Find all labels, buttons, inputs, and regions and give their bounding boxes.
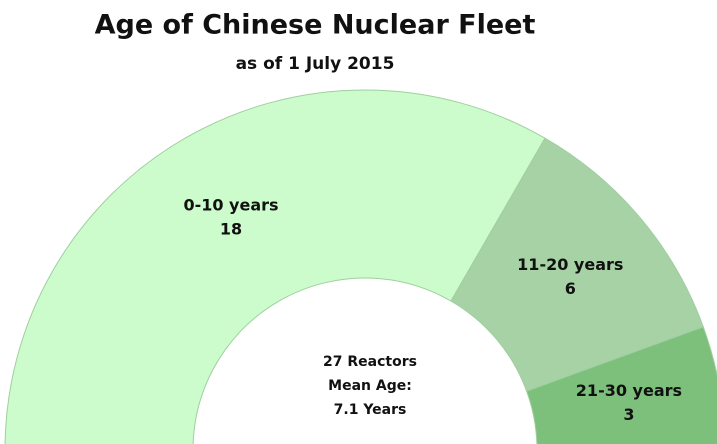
data-label: 3 [623,405,634,424]
center-label: Mean Age: [328,378,412,394]
chart-title: Age of Chinese Nuclear Fleet [95,10,536,41]
data-label: 6 [565,279,576,298]
chart-subtitle: as of 1 July 2015 [236,54,395,74]
center-label: 27 Reactors [323,354,417,370]
donut-segment [525,326,717,444]
segment-label: 21-30 years [576,381,682,400]
donut-segment [4,89,546,444]
center-label: 7.1 Years [334,402,407,418]
segment-label: 11-20 years [517,255,623,274]
segment-label: 0-10 years [183,195,278,214]
donut-segment [450,137,704,392]
data-label: 18 [220,219,242,238]
